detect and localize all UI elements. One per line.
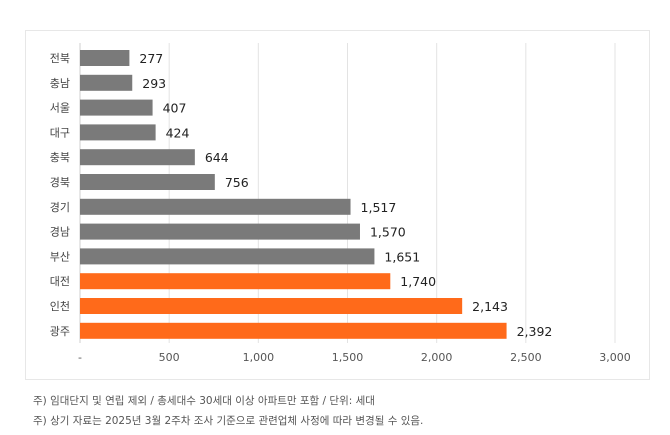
x-tick-label: 3,000 bbox=[599, 351, 631, 364]
bar bbox=[80, 273, 391, 290]
bar bbox=[80, 198, 351, 215]
footnote-2: 주) 상기 자료는 2025년 3월 2주차 조사 기준으로 관련업체 사정에 … bbox=[33, 415, 424, 427]
value-label: 1,570 bbox=[370, 225, 406, 240]
x-tick-label: 500 bbox=[159, 351, 180, 364]
category-label: 경북 bbox=[50, 176, 70, 189]
bar bbox=[80, 74, 133, 91]
value-label: 293 bbox=[142, 76, 166, 91]
footnote-1: 주) 임대단지 및 연립 제외 / 총세대수 30세대 이상 아파트만 포함 /… bbox=[33, 395, 375, 407]
category-label: 인천 bbox=[50, 299, 70, 313]
x-tick-label: - bbox=[78, 351, 82, 364]
category-label: 경기 bbox=[50, 201, 70, 214]
bar bbox=[80, 174, 215, 190]
value-label: 756 bbox=[225, 175, 249, 190]
category-label: 충남 bbox=[50, 77, 70, 90]
value-label: 424 bbox=[166, 125, 190, 140]
value-label: 1,740 bbox=[400, 274, 436, 289]
value-label: 407 bbox=[163, 101, 187, 116]
category-label: 광주 bbox=[50, 325, 70, 338]
bar bbox=[80, 223, 360, 240]
x-tick-label: 1,000 bbox=[243, 351, 275, 364]
value-label: 2,392 bbox=[517, 324, 553, 339]
value-label: 2,143 bbox=[472, 299, 508, 314]
bar bbox=[80, 50, 130, 66]
category-label: 서울 bbox=[50, 102, 70, 115]
bar bbox=[80, 99, 153, 116]
bar bbox=[80, 149, 195, 166]
x-tick-label: 2,500 bbox=[510, 351, 542, 364]
x-tick-label: 2,000 bbox=[421, 351, 453, 364]
value-label: 644 bbox=[205, 150, 229, 165]
category-label: 경남 bbox=[50, 226, 70, 239]
category-label: 대구 bbox=[50, 126, 70, 139]
category-label: 전북 bbox=[50, 52, 70, 65]
x-tick-label: 1,500 bbox=[332, 351, 364, 364]
bar bbox=[80, 124, 156, 141]
bar bbox=[80, 248, 375, 265]
value-label: 1,651 bbox=[384, 249, 420, 264]
category-label: 대전 bbox=[50, 275, 70, 288]
category-label: 부산 bbox=[50, 250, 70, 263]
bar bbox=[80, 298, 463, 314]
category-label: 충북 bbox=[50, 151, 70, 164]
bar bbox=[80, 322, 507, 339]
value-label: 1,517 bbox=[361, 200, 397, 215]
value-label: 277 bbox=[139, 51, 163, 66]
